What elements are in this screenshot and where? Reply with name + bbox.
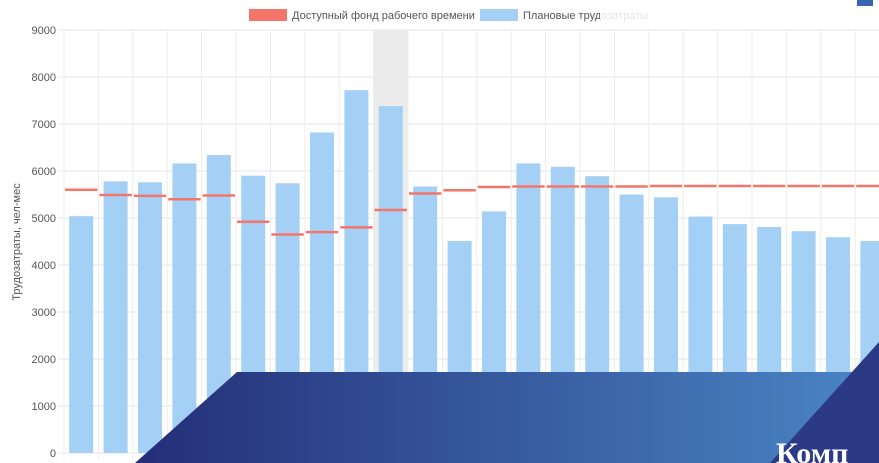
y-tick-label: 9000 bbox=[32, 25, 56, 37]
y-tick-label: 0 bbox=[50, 448, 56, 460]
legend-fade bbox=[600, 0, 879, 28]
y-tick-label: 1000 bbox=[32, 401, 56, 413]
y-tick-label: 2000 bbox=[32, 354, 56, 366]
overlay-banner bbox=[135, 372, 879, 463]
segments-available bbox=[65, 184, 879, 236]
corner-mark bbox=[857, 0, 873, 6]
bar-planned[interactable] bbox=[172, 163, 197, 454]
bar-planned[interactable] bbox=[69, 216, 94, 453]
bar-planned[interactable] bbox=[138, 182, 162, 453]
overlay-text: Комп bbox=[776, 437, 848, 463]
legend-label-available[interactable]: Доступный фонд рабочего времени bbox=[292, 10, 475, 22]
overlay-banner-accent bbox=[770, 342, 879, 463]
y-tick-label: 5000 bbox=[32, 213, 56, 225]
y-tick-label: 3000 bbox=[32, 307, 56, 319]
y-tick-labels: 0 1000 2000 3000 4000 5000 6000 7000 8000 9000 bbox=[32, 25, 56, 460]
y-tick-label: 6000 bbox=[32, 166, 56, 178]
y-tick-label: 4000 bbox=[32, 260, 56, 272]
bar-planned[interactable] bbox=[103, 181, 128, 453]
y-tick-label: 8000 bbox=[32, 72, 56, 84]
y-axis-label: Трудозатраты, чел-мес bbox=[11, 183, 23, 301]
legend-swatch-available[interactable] bbox=[249, 9, 287, 21]
legend-swatch-planned[interactable] bbox=[480, 9, 518, 21]
legend[interactable]: Доступный фонд рабочего времени Плановые… bbox=[249, 9, 648, 22]
y-tick-label: 7000 bbox=[32, 119, 56, 131]
